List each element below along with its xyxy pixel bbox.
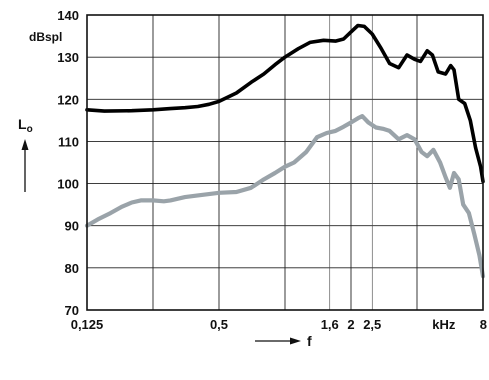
plot-frame [86, 14, 484, 311]
y-tick-label-120: 120 [57, 92, 79, 107]
x-tick-label-4: 2,5 [363, 317, 381, 332]
x-axis-arrow [255, 337, 301, 345]
x-tick-label-5: kHz [432, 317, 456, 332]
y-tick-label-70: 70 [65, 303, 79, 318]
series-group [84, 23, 486, 279]
x-tick-labels: 0,125 0,5 1,6 2 2,5 kHz 8 [71, 317, 487, 332]
y-tick-label-140: 140 [57, 8, 79, 23]
x-tick-label-6: 8 [480, 317, 487, 332]
y-tick-label-80: 80 [65, 261, 79, 276]
x-axis-label: f [307, 333, 312, 349]
y-axis-arrow [21, 139, 29, 192]
y-tick-label-100: 100 [57, 177, 79, 192]
y-tick-label-110: 110 [58, 134, 79, 149]
series-line-1 [84, 114, 486, 279]
y-unit-label: dBspl [29, 30, 62, 44]
grid [86, 14, 484, 311]
x-tick-label-3: 2 [347, 317, 354, 332]
y-axis-label-sub: o [27, 124, 33, 135]
y-tick-label-130: 130 [57, 50, 79, 65]
y-tick-label-90: 90 [65, 219, 79, 234]
x-tick-label-1: 0,5 [210, 317, 228, 332]
x-tick-label-0: 0,125 [71, 317, 104, 332]
y-axis-label: Lo [18, 116, 33, 135]
y-tick-labels: 70 80 90 100 110 120 130 140 [57, 8, 79, 318]
x-tick-label-2: 1,6 [321, 317, 339, 332]
series-line-0 [85, 23, 485, 184]
y-axis-label-main: L [18, 116, 27, 132]
